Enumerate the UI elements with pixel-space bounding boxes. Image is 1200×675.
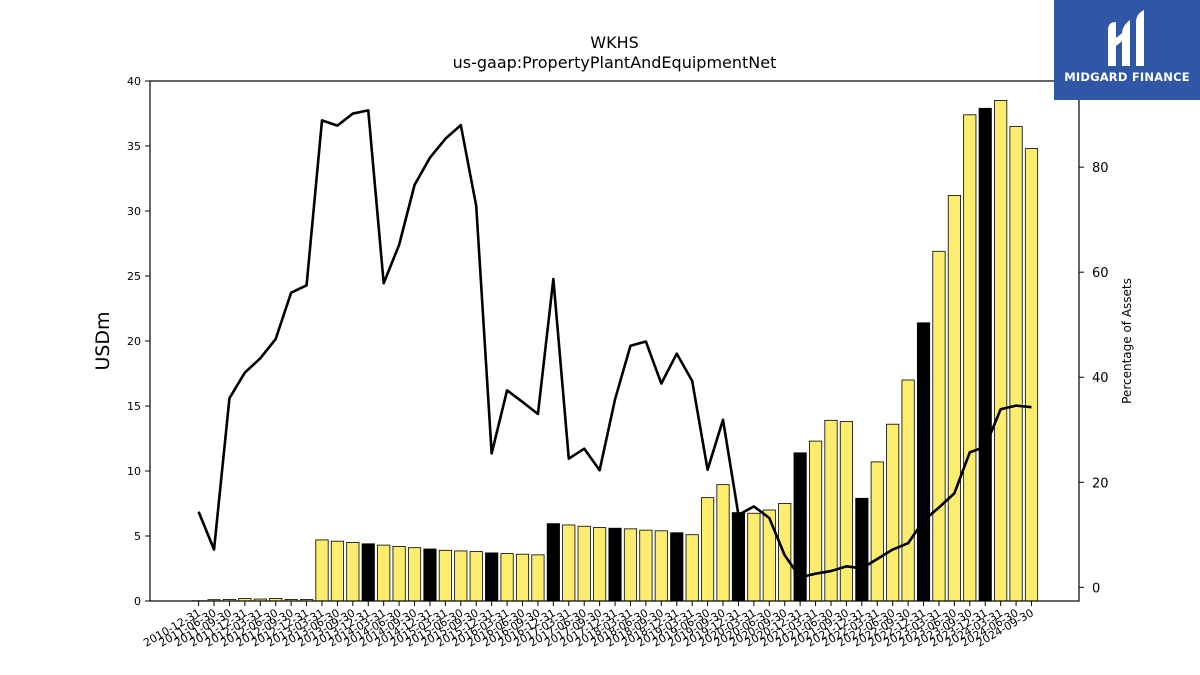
bar-2019-03-31 xyxy=(685,534,699,602)
bar-2022-06-30 xyxy=(886,423,900,602)
y-axis-label: USDm xyxy=(92,311,114,370)
bar-2019-09-30 xyxy=(716,484,730,602)
bar-2019-06-30 xyxy=(701,497,715,602)
y-right-tick-label: 0 xyxy=(1092,581,1100,596)
y-tick-label: 20 xyxy=(127,335,141,348)
bar-2023-12-31 xyxy=(978,107,992,602)
y-right-tick-label: 60 xyxy=(1092,266,1109,281)
bar-2016-12-31 xyxy=(546,523,560,602)
y-tick-label: 30 xyxy=(127,205,141,218)
y-axis-label-right: Percentage of Assets xyxy=(1120,278,1134,404)
y-right-tick-label: 20 xyxy=(1092,476,1109,491)
bar-2020-03-31 xyxy=(747,512,761,602)
bar-2024-06-30 xyxy=(1009,126,1023,602)
brand-name: MIDGARD FINANCE xyxy=(1064,70,1190,84)
brand-logo: MIDGARD FINANCE xyxy=(1054,0,1200,100)
bar-2020-12-31 xyxy=(793,452,807,602)
line-group xyxy=(197,109,1032,579)
bar-2022-12-31 xyxy=(916,322,931,602)
bar-2016-09-30 xyxy=(531,554,545,602)
y-right-tick-label: 40 xyxy=(1092,371,1109,386)
bar-2015-09-30 xyxy=(469,551,483,602)
bar-2017-06-30 xyxy=(577,525,591,602)
bar-2023-06-30 xyxy=(947,194,961,602)
bar-2016-06-30 xyxy=(515,553,530,602)
midgard-m-logo-icon xyxy=(1108,10,1144,66)
right-axis-ticks: 0 20 40 60 80 xyxy=(1079,161,1109,596)
bar-2013-12-31 xyxy=(361,543,375,602)
y-tick-label: 0 xyxy=(134,595,141,608)
y-tick-label: 40 xyxy=(127,75,141,88)
bar-2021-12-31 xyxy=(855,497,869,602)
bar-2020-06-30 xyxy=(762,509,776,602)
bar-2015-06-30 xyxy=(454,550,468,602)
bar-2014-12-31 xyxy=(423,548,437,602)
y-tick-label: 5 xyxy=(134,530,141,543)
bar-2013-03-31 xyxy=(315,539,329,602)
y-tick-label: 25 xyxy=(127,270,141,283)
bar-2024-09-30 xyxy=(1024,148,1039,602)
bar-2014-09-30 xyxy=(407,547,422,602)
bar-2014-06-30 xyxy=(392,546,406,602)
bar-2015-12-31 xyxy=(485,552,499,602)
bars-group xyxy=(192,100,1039,602)
bar-2017-12-31 xyxy=(608,527,622,602)
bar-2022-03-31 xyxy=(870,461,884,602)
bar-2019-12-31 xyxy=(731,512,746,602)
y-tick-label: 15 xyxy=(127,400,141,413)
bar-2015-03-31 xyxy=(438,549,452,602)
chart-subtitle: us-gaap:PropertyPlantAndEquipmentNet xyxy=(453,53,777,72)
bar-2014-03-31 xyxy=(377,544,391,602)
bar-2016-03-31 xyxy=(500,553,514,602)
bar-2018-06-30 xyxy=(639,529,653,602)
bar-2023-03-31 xyxy=(932,250,946,602)
y-tick-label: 35 xyxy=(127,140,141,153)
bar-2023-09-30 xyxy=(963,114,977,602)
bar-2013-06-30 xyxy=(330,540,344,602)
bar-2017-09-30 xyxy=(593,527,607,602)
chart-title: WKHS xyxy=(590,33,639,52)
bar-2024-03-31 xyxy=(994,100,1008,602)
bar-2022-09-30 xyxy=(901,379,915,602)
bar-2018-12-31 xyxy=(670,532,684,602)
bar-2021-06-30 xyxy=(824,419,838,602)
bar-2018-09-30 xyxy=(654,530,668,602)
bar-2018-03-31 xyxy=(623,528,638,602)
x-axis-ticks: 2010-12-312011-06-302011-09-302011-12-31… xyxy=(141,601,1036,650)
percentage-line xyxy=(197,109,1032,579)
bar-2021-09-30 xyxy=(839,421,853,602)
left-axis-ticks: 0 5 10 15 20 25 30 35 40 xyxy=(127,75,150,608)
bar-2013-09-30 xyxy=(346,542,360,602)
y-tick-label: 10 xyxy=(127,465,141,478)
bar-2017-03-31 xyxy=(562,524,576,602)
bar-2021-03-31 xyxy=(808,440,823,602)
y-right-tick-label: 80 xyxy=(1092,161,1109,176)
